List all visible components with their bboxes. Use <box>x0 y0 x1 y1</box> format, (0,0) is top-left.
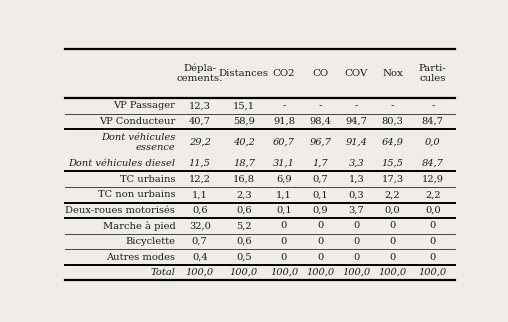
Text: 100,0: 100,0 <box>342 268 370 277</box>
Text: 0: 0 <box>281 237 287 246</box>
Text: 15,5: 15,5 <box>382 159 403 168</box>
Text: Distances: Distances <box>219 69 269 78</box>
Text: 0: 0 <box>390 252 396 261</box>
Text: TC urbains: TC urbains <box>120 175 175 184</box>
Text: 32,0: 32,0 <box>189 221 211 230</box>
Text: 3,7: 3,7 <box>348 206 364 215</box>
Text: Deux-roues motorisés: Deux-roues motorisés <box>66 206 175 215</box>
Text: 17,3: 17,3 <box>382 175 404 184</box>
Text: 0: 0 <box>353 221 360 230</box>
Text: 91,4: 91,4 <box>345 138 367 147</box>
Text: -: - <box>319 101 322 110</box>
Text: 84,7: 84,7 <box>422 159 443 168</box>
Text: 0: 0 <box>281 221 287 230</box>
Text: Total: Total <box>150 268 175 277</box>
Text: 40,2: 40,2 <box>233 138 255 147</box>
Text: CO: CO <box>312 69 328 78</box>
Text: 100,0: 100,0 <box>306 268 334 277</box>
Text: VP Conducteur: VP Conducteur <box>99 117 175 126</box>
Text: 64,9: 64,9 <box>382 138 403 147</box>
Text: 0,4: 0,4 <box>192 252 208 261</box>
Text: 0: 0 <box>317 252 323 261</box>
Text: 11,5: 11,5 <box>189 159 211 168</box>
Text: Dont véhicules
essence: Dont véhicules essence <box>101 133 175 152</box>
Text: 80,3: 80,3 <box>382 117 403 126</box>
Text: 84,7: 84,7 <box>422 117 444 126</box>
Text: 0,6: 0,6 <box>236 237 251 246</box>
Text: 100,0: 100,0 <box>270 268 298 277</box>
Text: 31,1: 31,1 <box>273 159 295 168</box>
Text: Autres modes: Autres modes <box>106 252 175 261</box>
Text: -: - <box>431 101 434 110</box>
Text: 0: 0 <box>390 221 396 230</box>
Text: 0: 0 <box>430 252 436 261</box>
Text: 0,9: 0,9 <box>312 206 328 215</box>
Text: 0: 0 <box>317 221 323 230</box>
Text: 1,3: 1,3 <box>348 175 364 184</box>
Text: 16,8: 16,8 <box>233 175 255 184</box>
Text: Marche à pied: Marche à pied <box>103 221 175 231</box>
Text: COV: COV <box>345 69 368 78</box>
Text: 15,1: 15,1 <box>233 101 255 110</box>
Text: 58,9: 58,9 <box>233 117 255 126</box>
Text: 0,6: 0,6 <box>236 206 251 215</box>
Text: 0,7: 0,7 <box>192 237 208 246</box>
Text: 0,0: 0,0 <box>425 138 440 147</box>
Text: 12,9: 12,9 <box>422 175 444 184</box>
Text: 98,4: 98,4 <box>309 117 331 126</box>
Text: 1,1: 1,1 <box>192 190 208 199</box>
Text: Parti-
cules: Parti- cules <box>419 64 447 83</box>
Text: 96,7: 96,7 <box>309 138 331 147</box>
Text: -: - <box>391 101 394 110</box>
Text: Dont véhicules diesel: Dont véhicules diesel <box>68 159 175 168</box>
Text: 12,2: 12,2 <box>188 175 211 184</box>
Text: 3,3: 3,3 <box>348 159 364 168</box>
Text: 0,3: 0,3 <box>348 190 364 199</box>
Text: 1,7: 1,7 <box>312 159 328 168</box>
Text: 60,7: 60,7 <box>273 138 295 147</box>
Text: Nox: Nox <box>382 69 403 78</box>
Text: 0,6: 0,6 <box>192 206 208 215</box>
Text: 0,0: 0,0 <box>425 206 440 215</box>
Text: 0: 0 <box>317 237 323 246</box>
Text: 2,2: 2,2 <box>425 190 440 199</box>
Text: 12,3: 12,3 <box>188 101 211 110</box>
Text: 91,8: 91,8 <box>273 117 295 126</box>
Text: Dépla-
cements.: Dépla- cements. <box>177 63 223 83</box>
Text: 1,1: 1,1 <box>276 190 292 199</box>
Text: 2,3: 2,3 <box>236 190 251 199</box>
Text: 0,5: 0,5 <box>236 252 251 261</box>
Text: 40,7: 40,7 <box>188 117 211 126</box>
Text: CO2: CO2 <box>273 69 295 78</box>
Text: 0,1: 0,1 <box>276 206 292 215</box>
Text: 0: 0 <box>353 237 360 246</box>
Text: 29,2: 29,2 <box>189 138 211 147</box>
Text: 100,0: 100,0 <box>378 268 407 277</box>
Text: 100,0: 100,0 <box>230 268 258 277</box>
Text: VP Passager: VP Passager <box>113 101 175 110</box>
Text: TC non urbains: TC non urbains <box>98 190 175 199</box>
Text: 0: 0 <box>430 221 436 230</box>
Text: 100,0: 100,0 <box>419 268 447 277</box>
Text: 18,7: 18,7 <box>233 159 255 168</box>
Text: 0: 0 <box>430 237 436 246</box>
Text: 0: 0 <box>281 252 287 261</box>
Text: 0,7: 0,7 <box>312 175 328 184</box>
Text: -: - <box>355 101 358 110</box>
Text: 94,7: 94,7 <box>345 117 367 126</box>
Text: 0: 0 <box>390 237 396 246</box>
Text: 0,0: 0,0 <box>385 206 400 215</box>
Text: 5,2: 5,2 <box>236 221 251 230</box>
Text: 2,2: 2,2 <box>385 190 400 199</box>
Text: -: - <box>282 101 285 110</box>
Text: 0: 0 <box>353 252 360 261</box>
Text: Bicyclette: Bicyclette <box>125 237 175 246</box>
Text: 100,0: 100,0 <box>185 268 214 277</box>
Text: 0,1: 0,1 <box>312 190 328 199</box>
Text: 6,9: 6,9 <box>276 175 292 184</box>
